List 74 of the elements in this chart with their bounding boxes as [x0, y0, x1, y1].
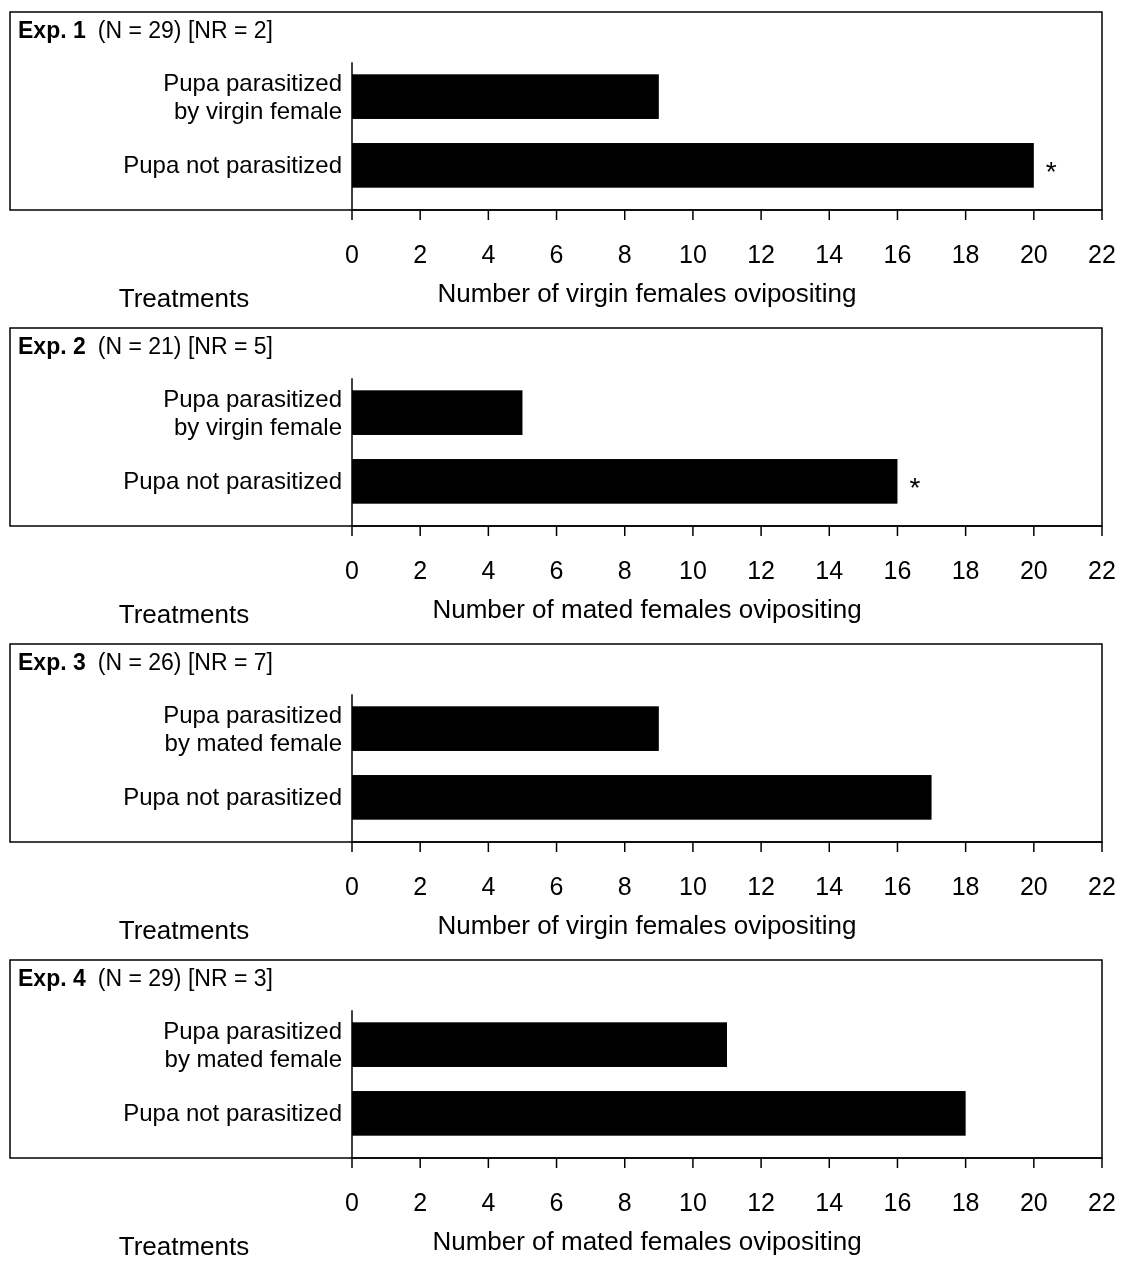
x-tick-label: 8	[617, 556, 632, 584]
y-axis-title: Treatments	[118, 1231, 250, 1261]
x-tick-label: 10	[679, 556, 707, 584]
chart-subtitle: (N = 21) [NR = 5]	[97, 333, 273, 359]
text: Exp. 3	[18, 649, 86, 675]
y-axis-title: Treatments	[118, 283, 250, 313]
annotation: *	[1045, 156, 1057, 188]
x-axis-title: Number of mated females ovipositing	[432, 594, 862, 624]
x-tick-label: 18	[951, 556, 980, 584]
chart-subtitle: (N = 29) [NR = 2]	[97, 17, 273, 43]
y-tick-label: Pupa parasitized by mated female	[163, 1016, 342, 1072]
x-tick-label: 6	[549, 872, 564, 900]
x-tick-label: 6	[549, 1188, 564, 1216]
x-tick-label: 10	[679, 1188, 707, 1216]
x-tick-label: 14	[815, 240, 844, 268]
x-tick-label: 2	[413, 872, 428, 900]
x-tick-label: 12	[747, 872, 775, 900]
x-tick-label: 12	[747, 240, 775, 268]
x-tick-label: 12	[747, 1188, 775, 1216]
x-tick-label: 14	[815, 872, 844, 900]
x-tick-label: 22	[1088, 872, 1116, 900]
y-tick-label: Pupa parasitized by virgin female	[163, 68, 342, 124]
x-tick-label: 18	[951, 240, 980, 268]
x-tick-label: 16	[883, 240, 912, 268]
x-tick-label: 10	[679, 872, 707, 900]
x-tick-label: 22	[1088, 240, 1116, 268]
x-tick-label: 8	[617, 872, 632, 900]
y-tick-label: Pupa not parasitized	[123, 151, 342, 179]
x-tick-label: 14	[815, 556, 844, 584]
x-tick-label: 2	[413, 556, 428, 584]
annotation: *	[909, 472, 921, 504]
x-tick-label: 0	[345, 872, 359, 900]
x-tick-label: 4	[481, 556, 496, 584]
y-tick-label: Pupa parasitized by virgin female	[163, 384, 342, 440]
x-tick-label: 16	[883, 556, 912, 584]
x-axis-title: Number of virgin females ovipositing	[437, 278, 857, 308]
y-tick-label: Pupa not parasitized	[123, 467, 342, 495]
x-tick-label: 8	[617, 240, 632, 268]
x-tick-label: 0	[345, 1188, 359, 1216]
x-tick-label: 14	[815, 1188, 844, 1216]
y-axis-title: Treatments	[118, 599, 250, 629]
x-tick-label: 6	[549, 240, 564, 268]
chart-subtitle: (N = 29) [NR = 3]	[97, 965, 273, 991]
x-tick-label: 4	[481, 240, 496, 268]
x-tick-label: 10	[679, 240, 707, 268]
x-tick-label: 4	[481, 872, 496, 900]
x-tick-label: 2	[413, 240, 428, 268]
x-tick-label: 0	[345, 556, 359, 584]
x-tick-label: 22	[1088, 556, 1116, 584]
x-tick-label: 6	[549, 556, 564, 584]
x-tick-label: 4	[481, 1188, 496, 1216]
x-tick-label: 22	[1088, 1188, 1116, 1216]
x-tick-label: 8	[617, 1188, 632, 1216]
x-tick-label: 20	[1019, 556, 1048, 584]
y-tick-label: Pupa not parasitized	[123, 783, 342, 811]
y-tick-label: Pupa parasitized by mated female	[163, 700, 342, 756]
x-tick-label: 18	[951, 1188, 980, 1216]
y-axis-title: Treatments	[118, 915, 250, 945]
x-tick-label: 16	[883, 1188, 912, 1216]
x-tick-label: 18	[951, 872, 980, 900]
y-tick-label: Pupa not parasitized	[123, 1099, 342, 1127]
x-tick-label: 20	[1019, 240, 1048, 268]
x-tick-label: 2	[413, 1188, 428, 1216]
x-axis-title: Number of virgin females ovipositing	[437, 910, 857, 940]
text: Exp. 1	[18, 17, 86, 43]
text: Exp. 4	[18, 965, 86, 991]
x-tick-label: 20	[1019, 872, 1048, 900]
x-tick-label: 0	[345, 240, 359, 268]
text: Exp. 2	[18, 333, 86, 359]
x-axis-title: Number of mated females ovipositing	[432, 1226, 862, 1256]
x-tick-label: 12	[747, 556, 775, 584]
chart-subtitle: (N = 26) [NR = 7]	[97, 649, 273, 675]
x-tick-label: 16	[883, 872, 912, 900]
x-tick-label: 20	[1019, 1188, 1048, 1216]
